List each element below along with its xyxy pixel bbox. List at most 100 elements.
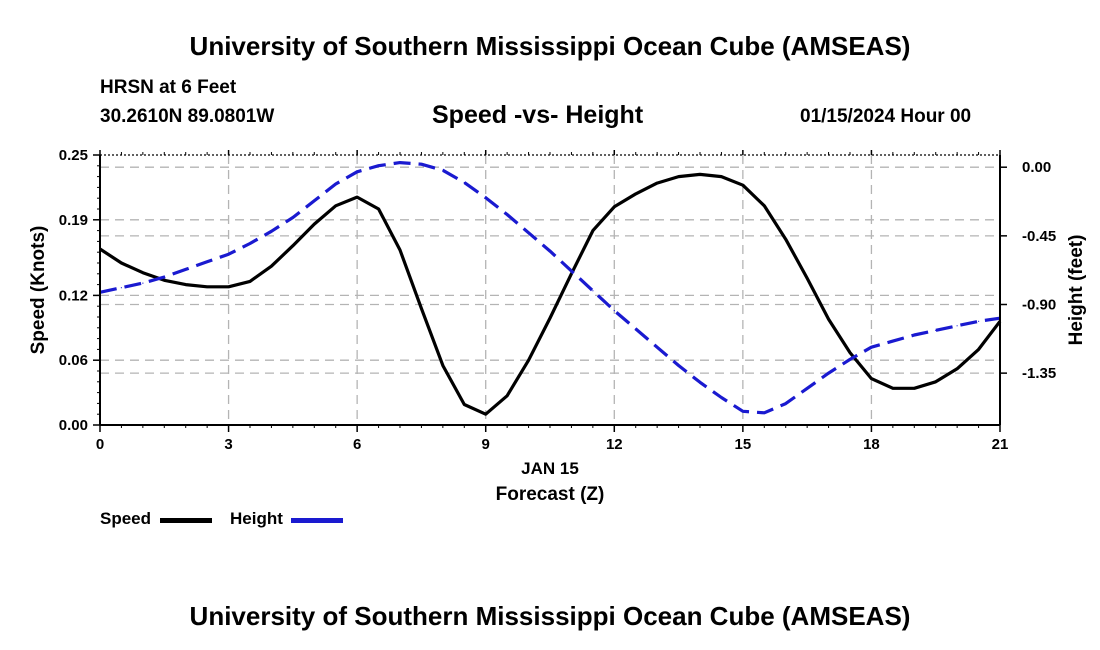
data-point-speed — [378, 208, 380, 210]
y-axis-right-title: Height (feet) — [1066, 235, 1087, 346]
data-point-height — [228, 253, 230, 255]
data-point-speed — [463, 403, 465, 406]
location-label: 30.2610N 89.0801W — [100, 106, 275, 127]
data-point-height — [720, 396, 723, 399]
data-point-speed — [485, 413, 487, 415]
data-point-speed — [163, 279, 165, 281]
data-point-height — [592, 290, 594, 292]
series-line-height — [99, 161, 1001, 415]
data-point-height — [742, 410, 744, 412]
data-point-height — [913, 334, 915, 336]
data-point-height — [528, 232, 530, 234]
data-point-height — [485, 197, 487, 199]
y-left-tick-label: 0.06 — [59, 352, 88, 369]
data-point-speed — [506, 395, 508, 397]
chart-subtitle: Speed -vs- Height — [432, 101, 644, 129]
data-point-height — [163, 276, 165, 278]
y-axis-left-title: Speed (Knots) — [28, 226, 49, 355]
data-point-height — [892, 340, 894, 342]
data-point-speed — [292, 245, 294, 247]
data-point-height — [185, 268, 187, 270]
data-point-speed — [870, 378, 873, 380]
data-point-speed — [613, 206, 615, 208]
datetime-label: 01/15/2024 Hour 00 — [800, 106, 972, 127]
data-point-height — [120, 287, 122, 289]
data-point-height — [270, 230, 272, 232]
data-point-speed — [956, 368, 958, 370]
data-point-speed — [935, 381, 937, 383]
data-point-speed — [549, 317, 551, 319]
station-label: HRSN at 6 Feet — [100, 77, 237, 98]
x-axis-date-label: JAN 15 — [521, 459, 579, 478]
data-point-speed — [785, 238, 787, 240]
series-layer — [99, 161, 1002, 416]
y-right-tick-label: 0.00 — [1022, 159, 1051, 176]
data-point-height — [699, 381, 701, 383]
data-point-height — [870, 346, 873, 348]
x-tick-label: 12 — [606, 436, 623, 453]
data-point-height — [613, 310, 615, 312]
x-tick-label: 6 — [353, 436, 361, 453]
y-left-tick-label: 0.00 — [59, 417, 88, 434]
data-point-speed — [442, 365, 444, 367]
data-point-speed — [656, 182, 658, 184]
data-point-speed — [142, 272, 144, 274]
x-tick-label: 9 — [482, 436, 490, 453]
y-right-tick-label: -1.35 — [1022, 365, 1056, 382]
data-point-height — [806, 387, 808, 389]
data-point-height — [420, 163, 422, 165]
x-tick-label: 15 — [735, 436, 752, 453]
legend-height-label: Height — [230, 509, 283, 528]
data-point-speed — [913, 387, 915, 389]
x-tick-label: 3 — [224, 436, 232, 453]
legend-speed-label: Speed — [100, 509, 152, 528]
data-point-height — [506, 213, 508, 216]
data-point-speed — [592, 230, 594, 232]
data-point-speed — [356, 196, 358, 198]
data-point-speed — [570, 273, 573, 275]
data-point-height — [378, 165, 380, 167]
data-point-height — [356, 171, 358, 173]
data-point-height — [763, 412, 765, 414]
data-point-height — [463, 181, 465, 184]
data-point-speed — [978, 348, 980, 350]
data-point-height — [292, 216, 294, 219]
data-point-height — [549, 250, 551, 252]
y-left-tick-label: 0.19 — [59, 212, 88, 229]
data-point-speed — [678, 176, 680, 178]
data-point-height — [785, 403, 787, 405]
data-point-speed — [742, 184, 744, 186]
x-tick-label: 21 — [992, 436, 1009, 453]
data-point-height — [142, 282, 144, 284]
data-point-height — [570, 270, 573, 272]
data-point-height — [442, 169, 444, 171]
x-axis-title: Forecast (Z) — [496, 484, 605, 505]
data-point-height — [978, 320, 980, 322]
data-point-speed — [228, 286, 230, 288]
series-line-speed — [99, 172, 1002, 416]
plot-frame: 0 3 6 9 12 15 18 21 0.00 0.06 0.12 0.19 0.25 0.00 -0.4… — [59, 147, 1056, 453]
x-tick-label: 0 — [96, 436, 104, 453]
data-point-height — [249, 242, 251, 245]
bottom-title: University of Southern Mississippi Ocean… — [189, 601, 911, 631]
top-title: University of Southern Mississippi Ocean… — [189, 31, 911, 61]
data-point-speed — [249, 280, 251, 282]
data-point-speed — [120, 262, 122, 264]
legend-height-swatch — [291, 518, 343, 523]
data-point-height — [206, 261, 208, 263]
data-point-speed — [763, 205, 765, 207]
data-point-height — [849, 358, 851, 360]
data-point-height — [678, 364, 680, 367]
data-point-speed — [313, 223, 315, 225]
data-point-speed — [699, 173, 701, 175]
data-point-speed — [206, 286, 208, 288]
data-point-speed — [335, 205, 337, 207]
axis-labels: JAN 15 Forecast (Z) Speed (Knots) Height… — [28, 226, 1087, 505]
y-left-tick-label: 0.25 — [59, 147, 88, 164]
x-tick-label: 18 — [863, 436, 880, 453]
data-point-speed — [270, 265, 272, 267]
data-point-height — [335, 183, 337, 185]
data-point-height — [656, 346, 658, 348]
y-right-tick-label: -0.45 — [1022, 228, 1056, 245]
